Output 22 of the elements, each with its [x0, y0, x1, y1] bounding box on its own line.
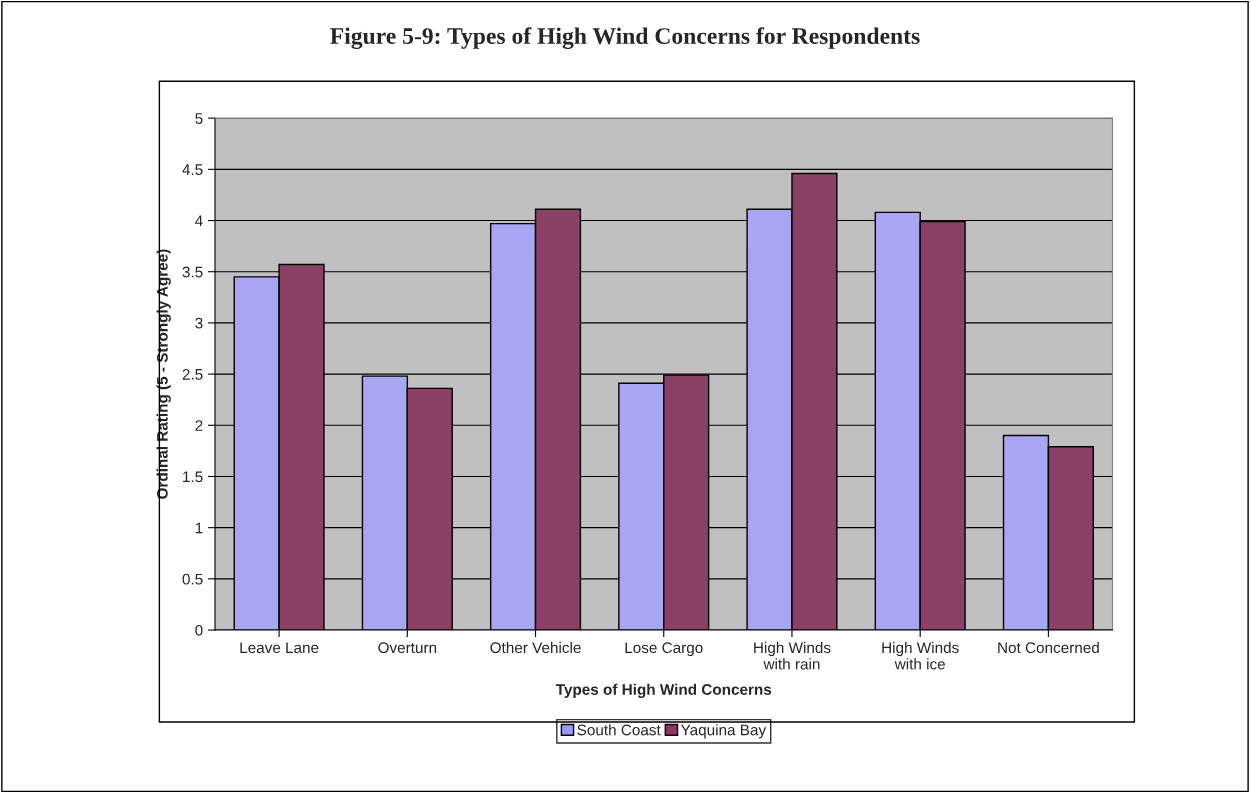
- x-tick-label: High Winds with ice: [882, 641, 959, 670]
- legend-label: South Coast: [577, 724, 661, 736]
- x-tick-label: Overturn: [378, 642, 437, 654]
- x-axis-title: Types of High Wind Concerns: [555, 683, 772, 698]
- y-tick-label: 4.5: [182, 164, 203, 176]
- y-tick-label: 1: [195, 522, 203, 534]
- y-tick-label: 0.5: [182, 573, 203, 585]
- y-tick-label: 2.5: [182, 368, 203, 380]
- chart-title: Figure 5-9: Types of High Wind Concerns for Respondents: [330, 27, 920, 49]
- x-tick-label: Not Concerned: [998, 641, 1099, 654]
- y-tick-label: 5: [195, 113, 203, 124]
- y-tick-label: 2: [195, 420, 203, 431]
- x-tick-label: Other Vehicle: [490, 641, 581, 654]
- y-tick-label: 0: [195, 624, 203, 636]
- y-tick-label: 3: [195, 317, 203, 329]
- legend-label: Yaquina Bay: [680, 724, 767, 739]
- y-tick-label: 1.5: [183, 471, 203, 483]
- y-tick-label: 3.5: [182, 266, 203, 278]
- x-tick-label: Lose Cargo: [625, 642, 703, 657]
- y-tick-label: 4: [195, 215, 203, 227]
- x-tick-label: High Winds with rain: [754, 641, 831, 670]
- x-tick-label: Leave Lane: [240, 642, 319, 654]
